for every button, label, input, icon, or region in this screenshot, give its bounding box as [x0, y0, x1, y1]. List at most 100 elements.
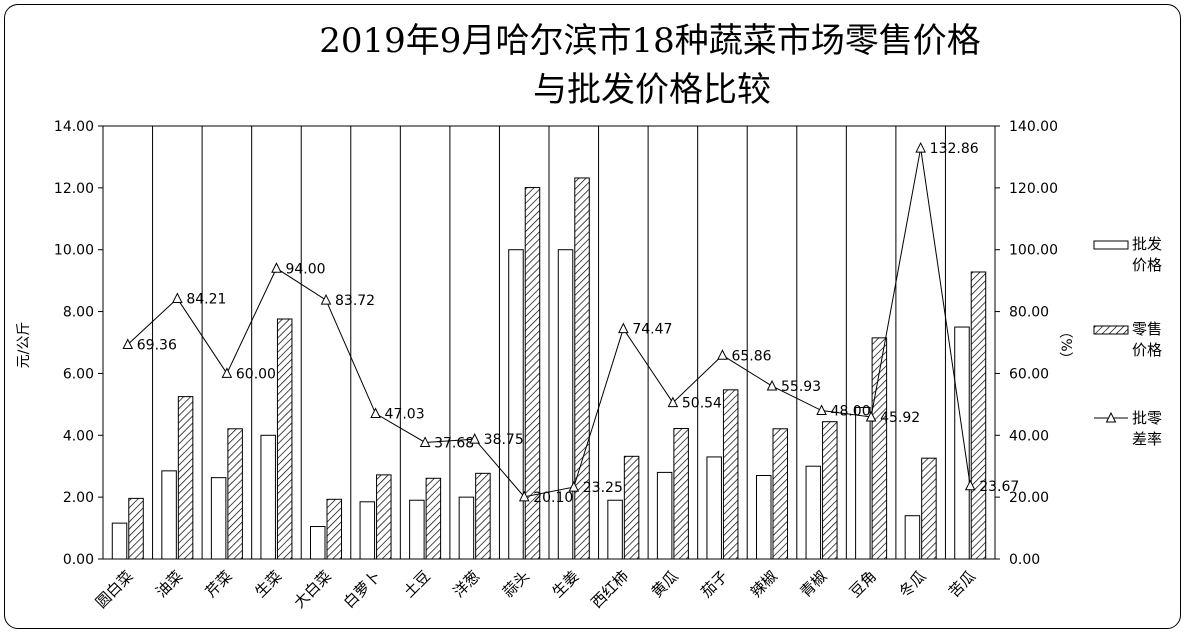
category-label: 芹菜: [202, 567, 236, 601]
ratio-marker: [568, 480, 580, 492]
right-tick-label: 140.00: [1009, 119, 1058, 135]
left-tick-label: 4.00: [63, 428, 94, 444]
category-label: 生菜: [251, 567, 285, 601]
category-label: 青椒: [796, 567, 830, 601]
wholesale-bar: [359, 501, 376, 560]
wholesale-bar: [409, 499, 425, 560]
ratio-data-label: 47.03: [385, 407, 425, 423]
left-tick-label: 2.00: [63, 490, 94, 506]
right-axis-label: （%）: [1060, 324, 1076, 365]
wholesale-bar: [310, 526, 326, 560]
category-label: 白萝卜: [340, 567, 385, 612]
category-label: 生姜: [549, 567, 583, 601]
wholesale-bar: [161, 470, 177, 560]
category-label: 油菜: [152, 567, 186, 601]
ratio-data-label: 83.72: [335, 293, 375, 309]
ratio-data-label: 84.21: [186, 292, 226, 308]
ratio-marker: [865, 410, 877, 422]
legend-swatch-wholesale: [1093, 240, 1129, 250]
chart-title-line1: 2019年9月哈尔滨市18种蔬菜市场零售价格: [319, 21, 980, 61]
ratio-data-label: 45.92: [880, 410, 920, 426]
wholesale-bar: [756, 474, 772, 560]
ratio-marker: [766, 379, 778, 391]
retail-bar: [177, 396, 194, 560]
retail-bar: [227, 428, 243, 560]
right-tick-label: 20.00: [1009, 490, 1049, 506]
category-label: 大白菜: [290, 567, 335, 612]
legend-marker-ratio: [1105, 411, 1117, 423]
ratio-data-label: 60.00: [236, 366, 276, 382]
retail-bar: [376, 474, 392, 560]
retail-bar: [425, 477, 442, 560]
ratio-line: 69.36 84.21 60.00 94.00 83.72 47.03 37.68 38.75…: [122, 141, 1019, 506]
right-tick-label: 40.00: [1009, 428, 1049, 444]
ratio-data-label: 37.68: [434, 435, 474, 451]
ratio-marker: [915, 141, 926, 153]
legend-label-retail-1: 零售: [1132, 320, 1162, 338]
left-axis-label: 元/公斤: [16, 322, 32, 369]
chart-frame: [4, 4, 1181, 629]
category-label: 辣椒: [747, 567, 781, 601]
ratio-data-label: 69.36: [137, 337, 177, 353]
ratio-marker: [271, 262, 282, 273]
wholesale-bar: [855, 406, 871, 560]
ratio-marker: [518, 490, 530, 502]
wholesale-bar: [954, 326, 970, 560]
wholesale-bar: [656, 471, 673, 560]
wholesale-bar: [111, 522, 128, 560]
category-label: 圆白菜: [92, 567, 137, 612]
ratio-data-label: 132.86: [930, 141, 979, 157]
retail-bar: [276, 318, 293, 560]
category-label: 茄子: [697, 567, 731, 601]
left-tick-label: 14.00: [54, 119, 94, 135]
ratio-data-label: 94.00: [285, 261, 325, 277]
plot-area: [102, 125, 996, 560]
legend-label-retail-2: 价格: [1132, 341, 1162, 359]
wholesale-bar: [557, 249, 574, 560]
left-tick-label: 10.00: [54, 243, 94, 259]
ratio-marker: [122, 338, 134, 349]
right-tick-label: 60.00: [1009, 366, 1049, 382]
axes: 0.00 2.00 4.00 6.00 8.00 10.00 12.00 14.00 0.00 2…: [54, 119, 1058, 568]
legend-swatch-retail: [1093, 325, 1129, 335]
category-label: 苦瓜: [945, 567, 979, 601]
ratio-data-label: 50.54: [682, 396, 722, 412]
wholesale-bar: [706, 456, 722, 560]
ratio-marker: [221, 367, 233, 378]
category-label: 豆角: [846, 567, 880, 601]
retail-bar: [623, 455, 640, 560]
category-label: 冬瓜: [896, 567, 930, 601]
left-tick-label: 0.00: [63, 552, 94, 568]
retail-bar: [772, 428, 788, 560]
category-label: 西红柿: [588, 567, 633, 612]
ratio-marker: [469, 433, 480, 444]
left-tick-label: 12.00: [54, 181, 94, 197]
wholesale-bar: [904, 515, 921, 560]
right-tick-label: 120.00: [1009, 181, 1058, 197]
wholesale-bar: [805, 465, 822, 560]
category-label: 洋葱: [450, 567, 484, 601]
category-label: 土豆: [400, 567, 434, 601]
ratio-marker: [419, 436, 431, 447]
retail-bar: [970, 271, 987, 560]
wholesale-bar: [260, 434, 276, 560]
right-tick-label: 0.00: [1009, 552, 1040, 568]
legend-label-ratio-1: 批零: [1132, 409, 1162, 427]
ratio-data-label: 48.00: [831, 404, 871, 420]
ratio-marker: [717, 349, 728, 360]
retail-bar: [921, 457, 937, 560]
ratio-marker: [172, 292, 183, 304]
legend-label-ratio-2: 差率: [1132, 430, 1162, 448]
ratio-marker: [370, 407, 381, 419]
retail-bar: [673, 427, 689, 560]
ratio-data-label: 65.86: [731, 348, 771, 364]
ratio-marker: [320, 293, 332, 305]
right-tick-label: 100.00: [1009, 243, 1058, 259]
left-tick-label: 8.00: [63, 305, 94, 321]
ratio-marker: [618, 322, 629, 334]
ratio-polyline: [127, 147, 971, 498]
labels: 圆白菜 油菜 芹菜 生菜 大白菜 白萝卜 土豆 洋葱 蒜头 生姜 西红柿 黄瓜 茄子 辣椒 青椒 豆角 冬瓜 苦瓜: [92, 567, 979, 612]
ratio-data-label: 55.93: [781, 379, 821, 395]
